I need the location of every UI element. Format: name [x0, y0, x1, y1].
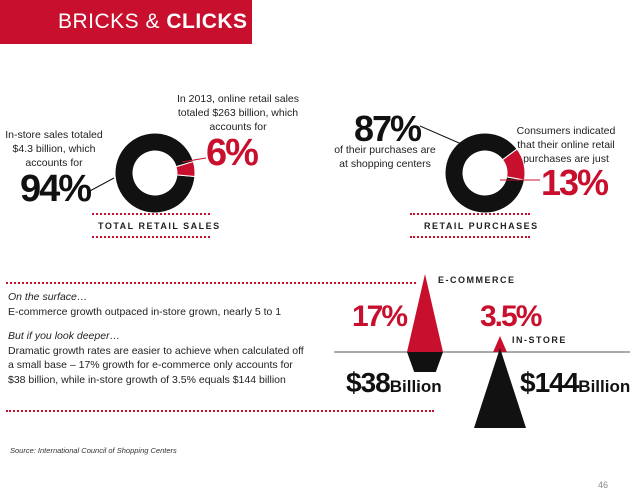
ecommerce-label: E-COMMERCE: [438, 275, 516, 285]
deeper-heading: But if you look deeper…: [8, 330, 121, 342]
right-label-dots-top: [410, 213, 530, 215]
ecommerce-growth-value: 17%: [352, 300, 408, 333]
total-retail-donut: [114, 132, 196, 214]
ecommerce-amount-shape: [407, 352, 443, 373]
total-retail-label: TOTAL RETAIL SALES: [98, 221, 221, 231]
retail-purchases-label: RETAIL PURCHASES: [424, 221, 539, 231]
instore-amount-value: $144: [520, 367, 579, 398]
instore-amount-shape: [474, 348, 526, 428]
ecommerce-amount: $38Billion: [346, 367, 442, 399]
instore-amount: $144Billion: [520, 367, 630, 399]
online-sales-text: In 2013, online retail sales totaled $26…: [177, 93, 299, 133]
instore-label: IN-STORE: [512, 335, 567, 345]
ecommerce-amount-unit: Billion: [389, 377, 442, 396]
instore-share-value: 94%: [20, 168, 92, 210]
deeper-text: Dramatic growth rates are easier to achi…: [8, 344, 304, 386]
growth-dots-bottom: [6, 410, 434, 412]
online-share-value: 6%: [206, 132, 259, 174]
instore-amount-unit: Billion: [578, 377, 631, 396]
left-label-dots-top: [92, 213, 210, 215]
shopping-share-value: 87%: [354, 108, 422, 149]
ecommerce-growth-triangle: [407, 274, 443, 352]
source-note: Source: International Council of Shoppin…: [10, 446, 177, 455]
shopping-callout-line: [419, 125, 467, 147]
shopping-text: of their purchases are at shopping cente…: [334, 144, 436, 170]
ecommerce-amount-value: $38: [346, 367, 391, 398]
instore-sales-text: In-store sales totaled $4.3 billion, whi…: [5, 129, 103, 169]
online-purchases-text: Consumers indicated that their online re…: [516, 125, 616, 165]
online-purchases-value: 13%: [541, 162, 609, 203]
surface-text: E-commerce growth outpaced in-store grow…: [8, 305, 282, 318]
donut-slice-shopping-centers: [444, 132, 525, 214]
instore-callout-line: [87, 177, 115, 193]
surface-heading: On the surface…: [8, 291, 88, 303]
online-purchases-callout-line: [500, 179, 540, 181]
growth-dots-top: [6, 282, 416, 284]
online-callout-line: [181, 157, 207, 163]
growth-triangles: [334, 274, 630, 428]
title-part-2: CLICKS: [166, 10, 248, 33]
growth-text-block: On the surface… E-commerce growth outpac…: [8, 290, 308, 387]
retail-purchases-donut: [444, 132, 526, 214]
donut-slice-instore: [114, 132, 196, 214]
left-label-dots-bottom: [92, 236, 210, 238]
donut-slice-online: [175, 160, 196, 178]
instore-growth-value: 3.5%: [480, 300, 542, 333]
page-number: 46: [598, 480, 609, 490]
instore-growth-triangle: [493, 335, 507, 352]
right-label-dots-bottom: [410, 236, 530, 238]
title-part-1: BRICKS &: [58, 10, 167, 33]
title-banner: BRICKS & CLICKS: [0, 0, 252, 44]
